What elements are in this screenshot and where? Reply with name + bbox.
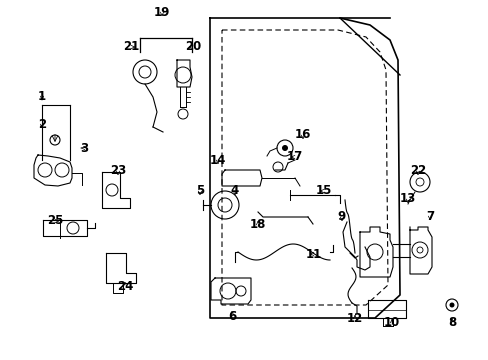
Text: 5: 5 — [196, 184, 203, 198]
Text: 22: 22 — [409, 165, 425, 177]
Text: 25: 25 — [47, 215, 63, 228]
Text: 13: 13 — [399, 193, 415, 206]
Text: 14: 14 — [209, 153, 226, 166]
Text: 16: 16 — [294, 129, 310, 141]
Text: 9: 9 — [337, 211, 346, 224]
Circle shape — [282, 145, 287, 151]
Text: 24: 24 — [117, 279, 133, 292]
Text: 12: 12 — [346, 312, 363, 325]
Text: 1: 1 — [38, 90, 46, 104]
Text: 7: 7 — [425, 210, 433, 222]
Text: 11: 11 — [305, 248, 322, 261]
Circle shape — [448, 302, 453, 307]
Text: 17: 17 — [286, 150, 303, 163]
Text: 23: 23 — [110, 165, 126, 177]
Text: 19: 19 — [154, 5, 170, 18]
Text: 18: 18 — [249, 219, 265, 231]
Text: 2: 2 — [38, 117, 46, 130]
Text: 21: 21 — [122, 40, 139, 54]
Text: 10: 10 — [383, 316, 399, 329]
Text: 4: 4 — [230, 184, 239, 198]
Text: 8: 8 — [447, 315, 455, 328]
Text: 20: 20 — [184, 40, 201, 54]
Text: 3: 3 — [80, 141, 88, 154]
Text: 6: 6 — [227, 310, 236, 323]
Text: 15: 15 — [315, 184, 331, 198]
